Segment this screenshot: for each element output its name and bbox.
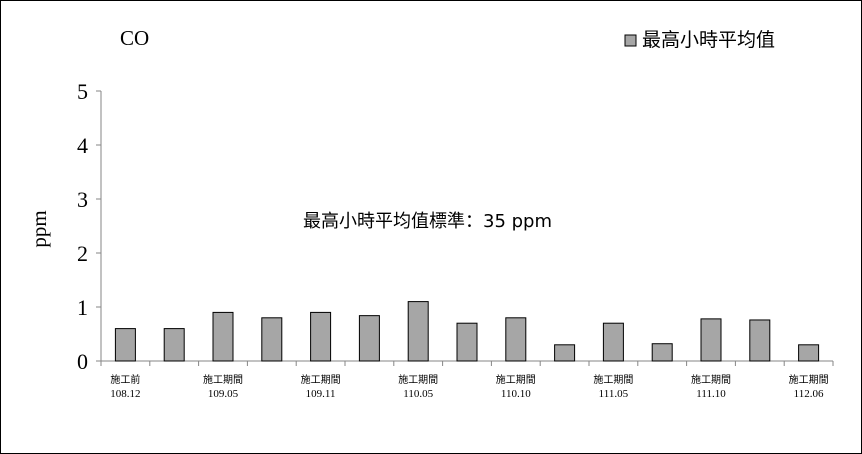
x-tick-label-prefix: 施工期間 bbox=[301, 373, 341, 386]
x-tick-label: 109.11 bbox=[306, 388, 336, 400]
x-tick-label-prefix: 施工期間 bbox=[496, 373, 536, 386]
bar bbox=[505, 317, 527, 362]
x-tick-label: 111.05 bbox=[599, 388, 629, 400]
y-axis-label: ppm bbox=[27, 210, 51, 247]
bar bbox=[310, 311, 332, 362]
x-tick-label: 111.10 bbox=[696, 388, 726, 400]
legend-swatch bbox=[624, 34, 637, 47]
y-tick-label: 0 bbox=[77, 349, 88, 374]
bar bbox=[163, 328, 185, 362]
bar bbox=[798, 344, 820, 362]
legend-label: 最高小時平均值 bbox=[642, 29, 775, 51]
bar bbox=[456, 322, 478, 362]
x-tick-label-prefix: 施工期間 bbox=[398, 373, 438, 386]
bar bbox=[358, 315, 380, 362]
x-tick-label-prefix: 施工期間 bbox=[691, 373, 731, 386]
x-tick-label: 108.12 bbox=[110, 388, 140, 400]
x-tick-label: 110.05 bbox=[403, 388, 433, 400]
bar bbox=[749, 319, 771, 362]
bars bbox=[114, 301, 820, 362]
y-tick-label: 5 bbox=[77, 79, 88, 104]
x-tick-label-prefix: 施工期間 bbox=[789, 373, 829, 386]
bar bbox=[261, 317, 283, 362]
bar bbox=[407, 301, 429, 362]
x-axis bbox=[100, 360, 834, 366]
y-axis: 0 1 2 3 4 5 bbox=[77, 79, 102, 374]
bar bbox=[651, 343, 673, 362]
bar bbox=[212, 311, 234, 362]
x-tick-label-prefix: 施工期間 bbox=[593, 373, 633, 386]
x-tick-label-prefix: 施工期間 bbox=[203, 373, 243, 386]
bar bbox=[602, 322, 624, 362]
x-tick-label: 112.06 bbox=[794, 388, 824, 400]
x-tick-label: 110.10 bbox=[501, 388, 531, 400]
y-tick-label: 3 bbox=[77, 187, 88, 212]
bar bbox=[114, 328, 136, 362]
bar bbox=[700, 318, 722, 362]
standard-annotation: 最高小時平均值標準：35 ppm bbox=[303, 211, 552, 232]
y-tick-label: 4 bbox=[77, 133, 88, 158]
chart-title: CO bbox=[120, 26, 149, 50]
x-tick-label-prefix: 施工前 bbox=[110, 373, 140, 386]
x-tick-labels: 施工前 108.12 施工期間 109.05 施工期間 109.11 施工期間 110.05 施… bbox=[110, 373, 828, 400]
legend: 最高小時平均值 bbox=[624, 29, 775, 51]
y-tick-label: 1 bbox=[77, 295, 88, 320]
y-tick-label: 2 bbox=[77, 241, 88, 266]
bar bbox=[554, 344, 576, 362]
x-tick-label: 109.05 bbox=[208, 388, 239, 400]
